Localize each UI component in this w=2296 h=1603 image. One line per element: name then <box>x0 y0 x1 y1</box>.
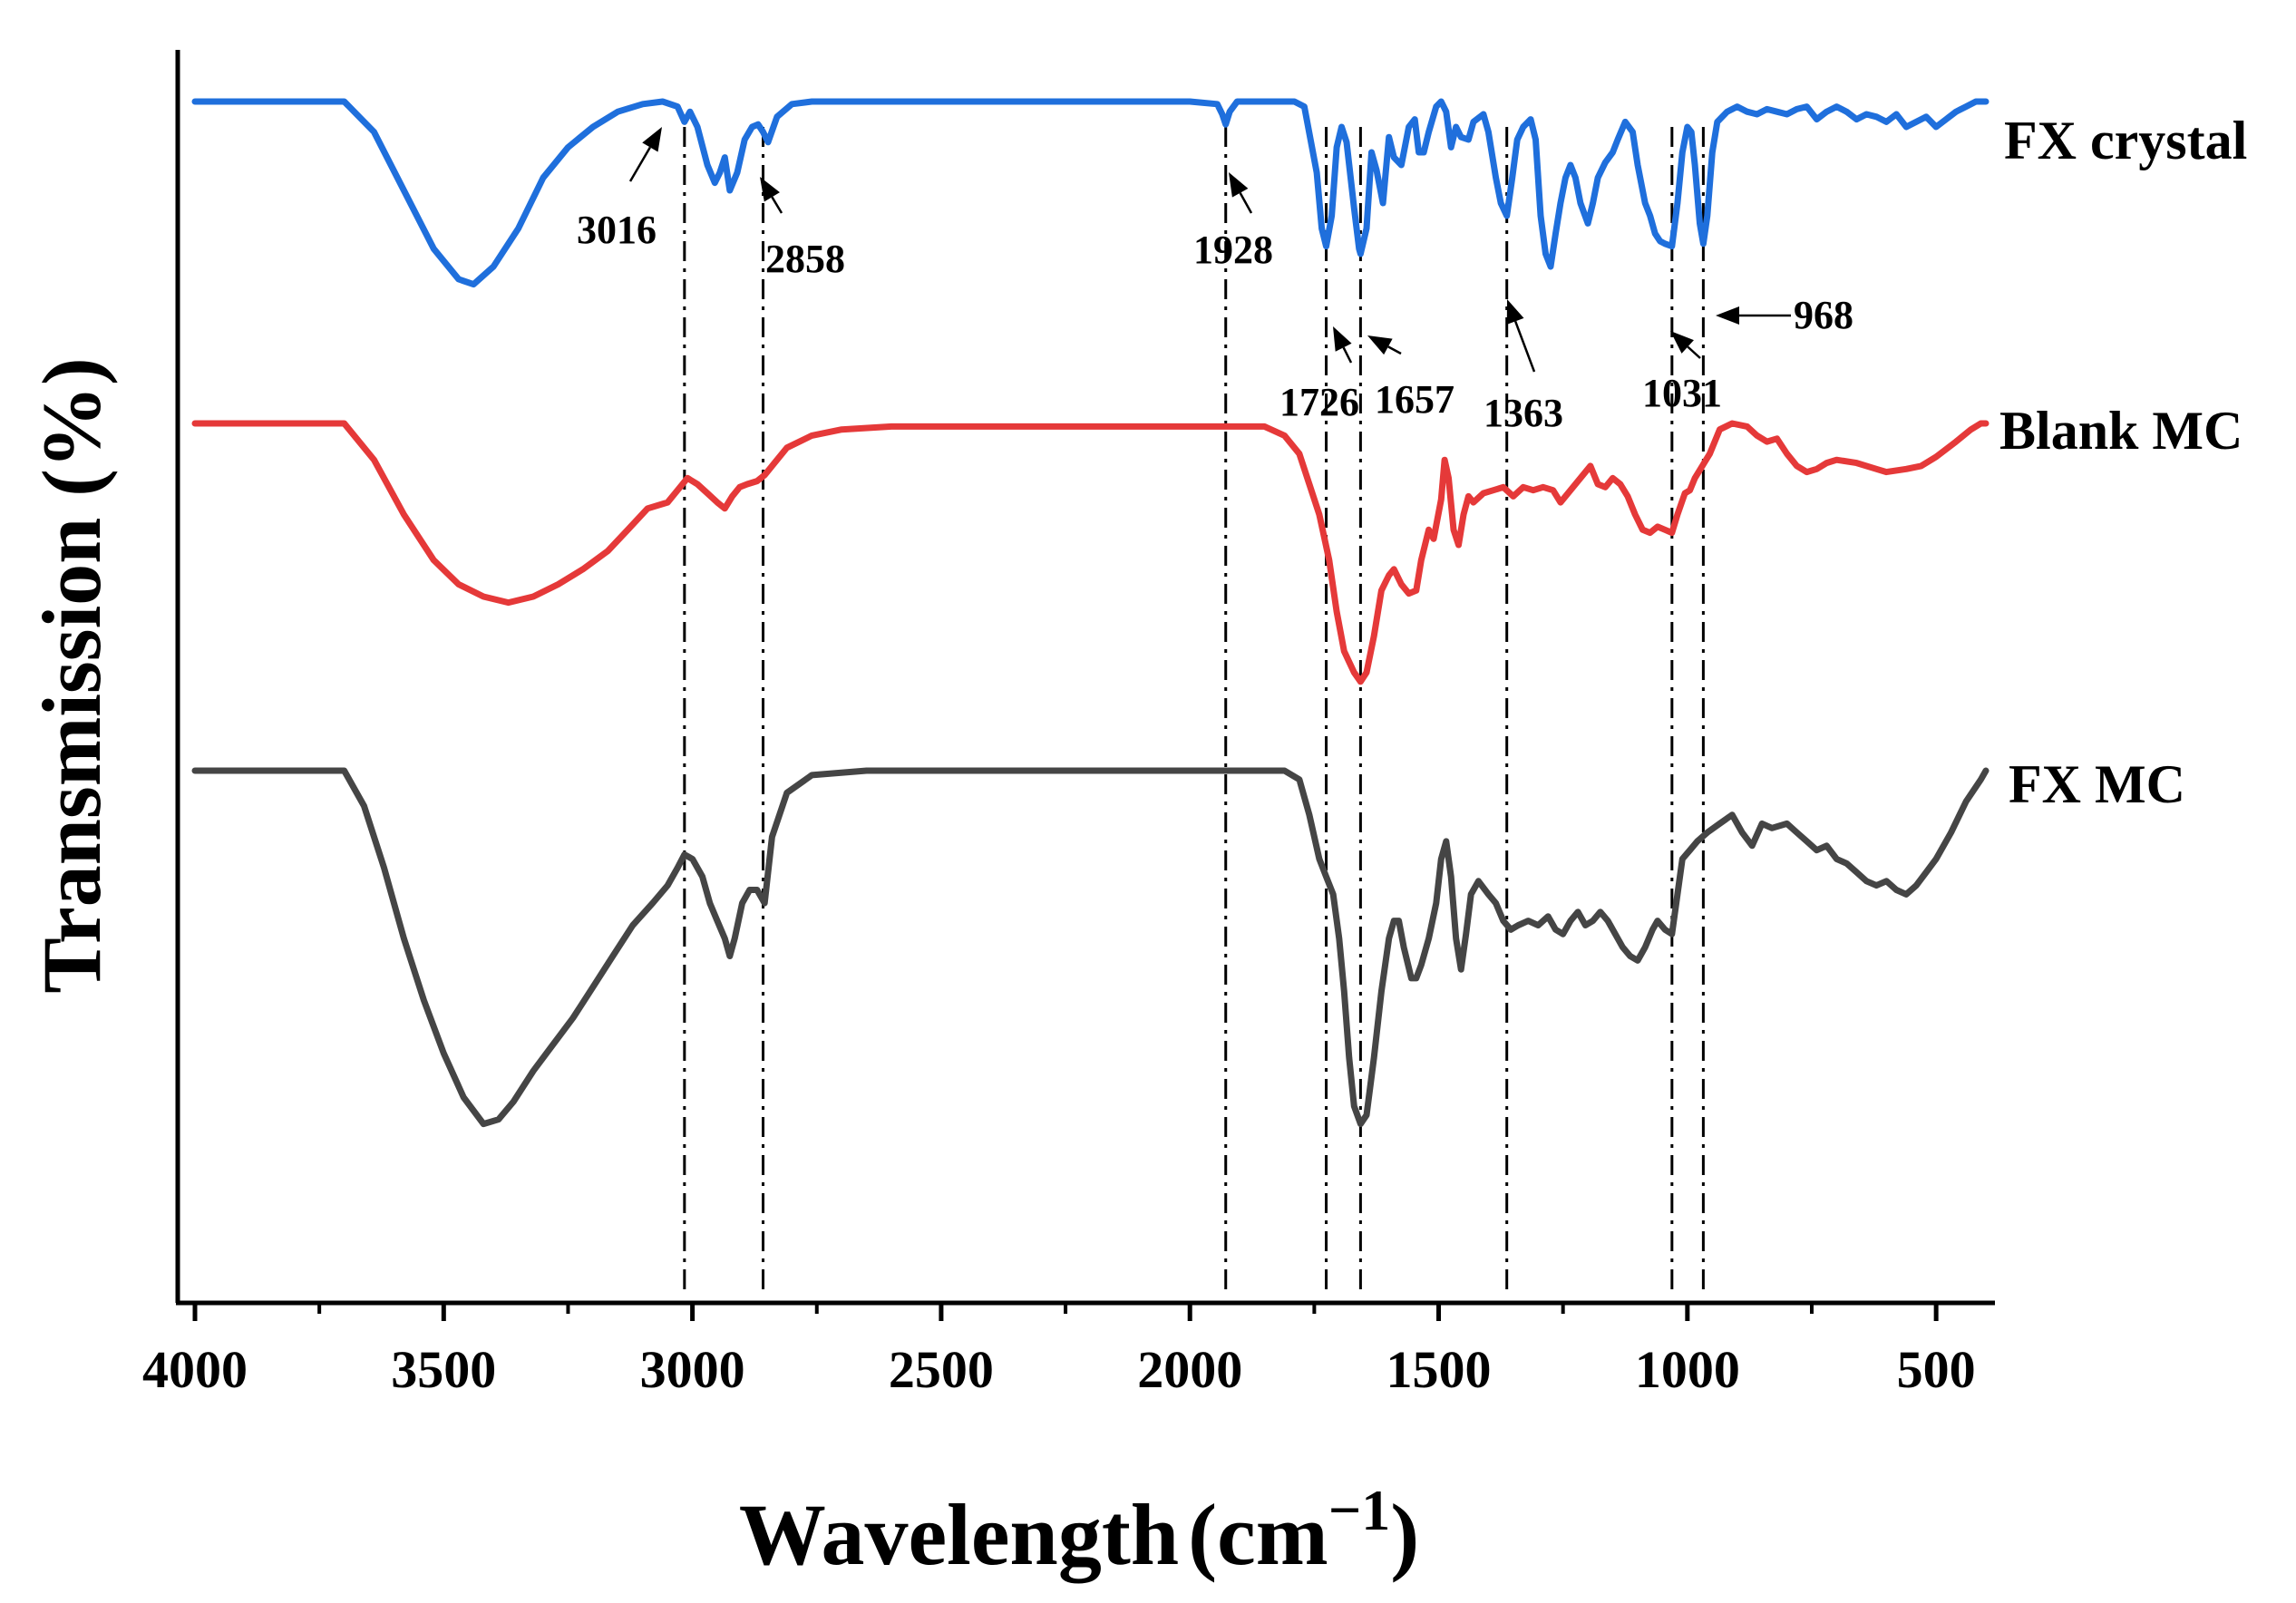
legend-label-blank-mc: Blank MC <box>1999 401 2242 461</box>
annotation-arrow-head-2858 <box>760 177 780 202</box>
x-tick-label: 3000 <box>640 1340 745 1399</box>
annotation-arrow-shaft-2858 <box>771 196 783 214</box>
annotation-arrow-shaft-1726 <box>1342 346 1353 364</box>
x-tick-label: 1500 <box>1386 1340 1492 1399</box>
annotation-arrow-head-1031 <box>1670 331 1694 354</box>
annotation-arrow-head-1726 <box>1333 326 1352 352</box>
annotation-label-2858: 2858 <box>765 237 845 281</box>
legend-label-fx-mc: FX MC <box>2009 754 2185 814</box>
annotation-label-1726: 1726 <box>1279 380 1359 424</box>
annotation-arrow-head-1657 <box>1367 335 1393 355</box>
x-tick-label: 2000 <box>1137 1340 1242 1399</box>
annotation-label-1031: 1031 <box>1642 371 1722 415</box>
annotation-arrow-shaft-1928 <box>1239 192 1253 214</box>
legend-label-fx-crystal: FX crystal <box>2004 111 2247 170</box>
x-axis-title: Wavelength (cm−1) <box>739 1478 1419 1583</box>
annotation-arrow-head-968 <box>1716 306 1739 325</box>
annotation-label-1657: 1657 <box>1375 377 1454 422</box>
annotation-arrow-shaft-3016 <box>628 146 651 182</box>
annotation-arrow-shaft-1031 <box>1687 345 1701 359</box>
series-line-fx-mc <box>191 767 1990 1128</box>
x-axis-title-close: ) <box>1390 1486 1419 1583</box>
annotation-label-1363: 1363 <box>1484 391 1563 435</box>
y-axis-title: Transmission (%) <box>25 357 118 993</box>
peak-guide-lines <box>683 127 1705 1292</box>
x-tick-label: 500 <box>1897 1340 1976 1399</box>
axes <box>175 50 1995 1306</box>
annotation-arrow-shaft-1363 <box>1513 320 1536 373</box>
series-line-blank-mc <box>191 420 1990 685</box>
series-line-fx-crystal <box>191 98 1990 288</box>
x-axis-title-main: Wavelength <box>739 1486 1179 1583</box>
annotation-arrow-head-1928 <box>1229 172 1249 198</box>
annotation-label-968: 968 <box>1794 293 1853 337</box>
annotation-arrow-head-1363 <box>1506 299 1524 325</box>
x-tick-label: 1000 <box>1635 1340 1740 1399</box>
peak-annotations: 3016 2858 1928 1726 1657 1363 1031 968 <box>577 127 1853 435</box>
annotation-arrow-head-3016 <box>642 127 662 152</box>
annotation-label-3016: 3016 <box>577 208 657 252</box>
x-axis-title-exponent: −1 <box>1328 1478 1390 1542</box>
x-axis-ticks: 4000 3500 3000 2500 2000 1500 1000 500 <box>142 1303 1976 1399</box>
annotation-label-1928: 1928 <box>1193 228 1273 272</box>
x-tick-label: 2500 <box>889 1340 994 1399</box>
x-tick-label: 3500 <box>391 1340 496 1399</box>
x-axis-title-unit: (cm <box>1188 1486 1328 1583</box>
spectra-series <box>191 98 1990 1128</box>
x-tick-label: 4000 <box>142 1340 248 1399</box>
annotation-arrow-shaft-1657 <box>1387 345 1402 355</box>
